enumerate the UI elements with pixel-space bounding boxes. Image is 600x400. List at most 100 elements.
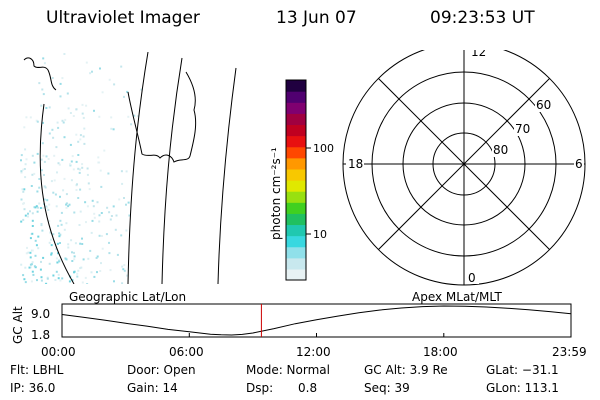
aurora-dot bbox=[78, 224, 81, 226]
aurora-dot bbox=[35, 244, 38, 247]
aurora-dot bbox=[38, 186, 41, 189]
aurora-dot bbox=[75, 133, 78, 136]
aurora-dot bbox=[61, 77, 64, 80]
colorbar-cell bbox=[286, 235, 306, 248]
aurora-dot bbox=[76, 272, 79, 275]
aurora-dot bbox=[73, 251, 75, 254]
alt-xtick-label-1800: 18:00 bbox=[423, 345, 458, 359]
aurora-dot bbox=[35, 205, 38, 208]
aurora-dot bbox=[75, 108, 78, 111]
aurora-dot bbox=[89, 72, 92, 75]
aurora-dot bbox=[75, 160, 78, 163]
aurora-dot bbox=[57, 277, 60, 280]
aurora-dot bbox=[31, 225, 34, 227]
aurora-dot bbox=[136, 183, 139, 186]
aurora-dot bbox=[44, 186, 47, 189]
gc-alt-info: GC Alt: 3.9 Re bbox=[364, 363, 448, 377]
colorbar-cell bbox=[286, 157, 306, 170]
aurora-dot bbox=[48, 262, 51, 265]
aurora-dot bbox=[79, 267, 82, 270]
aurora-dot bbox=[23, 168, 26, 170]
aurora-dot bbox=[48, 241, 51, 244]
aurora-dot bbox=[50, 244, 53, 247]
aurora-dot bbox=[123, 197, 125, 199]
aurora-dot bbox=[47, 208, 50, 211]
aurora-dot bbox=[50, 253, 53, 256]
aurora-dot bbox=[34, 239, 37, 242]
aurora-dot bbox=[63, 136, 66, 139]
aurora-dot bbox=[45, 282, 48, 284]
aurora-dot bbox=[29, 251, 32, 254]
aurora-dot bbox=[39, 268, 42, 271]
aurora-dot bbox=[99, 169, 102, 172]
longitude-line-3 bbox=[217, 67, 237, 284]
aurora-dot bbox=[58, 163, 61, 166]
aurora-dot bbox=[108, 252, 111, 255]
aurora-dot bbox=[85, 104, 88, 107]
aurora-dot bbox=[79, 134, 82, 137]
aurora-dot bbox=[108, 211, 111, 214]
aurora-dot bbox=[33, 265, 36, 268]
earth-image-panel bbox=[20, 52, 237, 284]
aurora-dot bbox=[20, 198, 23, 201]
aurora-dot bbox=[27, 251, 30, 254]
aurora-dot bbox=[91, 199, 94, 202]
colorbar-cell bbox=[286, 257, 306, 270]
aurora-dot bbox=[99, 270, 102, 272]
aurora-dot bbox=[85, 61, 88, 64]
aurora-dot bbox=[127, 201, 130, 204]
aurora-dot bbox=[67, 246, 70, 249]
aurora-dot bbox=[115, 214, 118, 217]
aurora-dot bbox=[36, 190, 39, 193]
aurora-dot bbox=[76, 275, 79, 278]
aurora-dot bbox=[90, 231, 93, 234]
aurora-dot bbox=[61, 119, 64, 122]
aurora-dot bbox=[109, 218, 112, 221]
aurora-dot bbox=[110, 215, 113, 217]
lat-label-70: 70 bbox=[515, 122, 530, 136]
aurora-dot bbox=[43, 185, 46, 188]
aurora-dot bbox=[87, 257, 90, 260]
aurora-dot bbox=[21, 188, 24, 191]
aurora-dot bbox=[110, 127, 113, 130]
aurora-dot bbox=[67, 205, 70, 208]
altitude-timeline-plot: GC Alt Geographic Lat/Lon Apex MLat/MLT … bbox=[11, 290, 587, 359]
colorbar-cell bbox=[286, 80, 306, 92]
colorbar-cell bbox=[286, 213, 306, 226]
aurora-dot bbox=[23, 208, 26, 211]
aurora-dot bbox=[139, 171, 142, 173]
aurora-dot bbox=[37, 247, 40, 250]
aurora-dot bbox=[138, 164, 141, 167]
polar-diagonal-2 bbox=[378, 78, 550, 250]
aurora-dot bbox=[97, 156, 100, 159]
aurora-dot bbox=[30, 185, 33, 187]
aurora-dot bbox=[51, 128, 54, 131]
aurora-dot bbox=[23, 126, 26, 129]
aurora-dot bbox=[81, 103, 84, 106]
aurora-dot bbox=[121, 265, 124, 268]
aurora-dot bbox=[46, 206, 49, 209]
aurora-dot bbox=[36, 210, 39, 213]
date-label: 13 Jun 07 bbox=[276, 8, 357, 28]
aurora-dot bbox=[133, 251, 136, 254]
colorbar-cell bbox=[286, 246, 306, 259]
aurora-dot bbox=[59, 219, 62, 222]
alt-xtick-marks bbox=[61, 333, 572, 337]
aurora-dot bbox=[56, 171, 58, 174]
aurora-dot bbox=[72, 168, 75, 171]
aurora-dot bbox=[65, 206, 68, 209]
aurora-dot bbox=[40, 276, 43, 279]
aurora-dot bbox=[69, 112, 72, 114]
aurora-dot bbox=[93, 216, 96, 219]
aurora-dot bbox=[55, 146, 58, 149]
lat-label-80: 80 bbox=[493, 143, 508, 157]
aurora-dot bbox=[99, 67, 101, 70]
aurora-dot bbox=[108, 78, 111, 81]
aurora-dot bbox=[54, 193, 57, 196]
aurora-dot bbox=[93, 275, 96, 278]
aurora-dot bbox=[137, 115, 139, 118]
colorbar-cell bbox=[286, 268, 306, 281]
aurora-dot bbox=[24, 176, 27, 179]
aurora-dot bbox=[20, 159, 22, 162]
